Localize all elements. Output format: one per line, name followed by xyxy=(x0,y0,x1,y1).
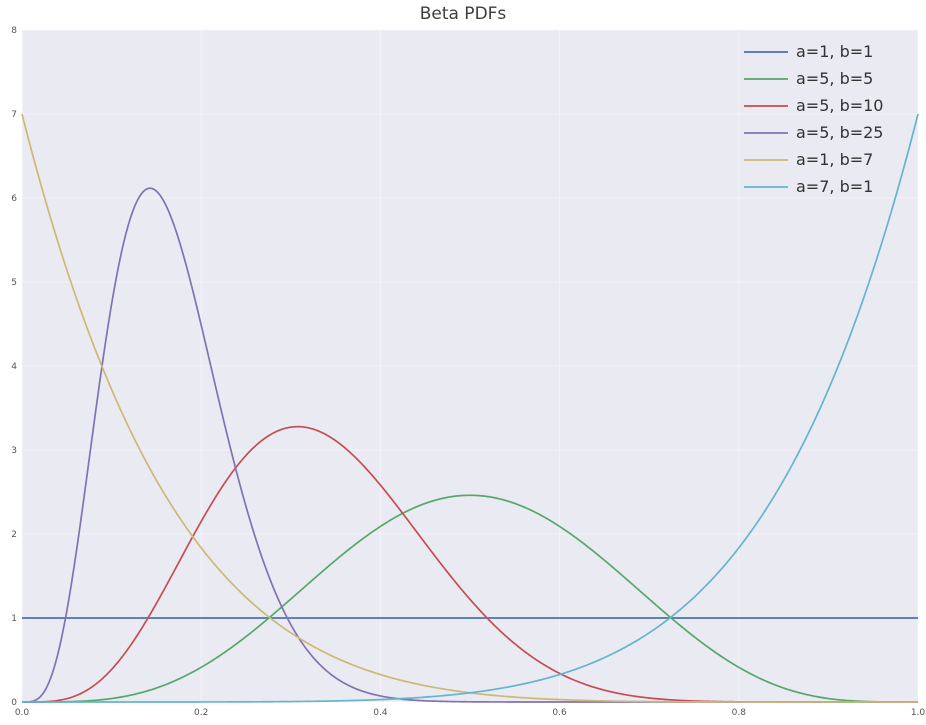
x-tick-label: 0.8 xyxy=(732,708,747,718)
series-line-a5-b5 xyxy=(22,494,918,703)
y-tick-label: 4 xyxy=(11,362,17,372)
axis-tick-labels: 0.0 0.2 0.4 0.6 0.8 1.0 0 1 2 3 4 5 6 7 8 xyxy=(11,26,925,718)
legend-label: a=7, b=1 xyxy=(796,177,873,196)
y-tick-label: 2 xyxy=(11,530,17,540)
y-tick-label: 5 xyxy=(11,278,17,288)
x-tick-label: 0.4 xyxy=(373,708,388,718)
y-tick-label: 7 xyxy=(11,110,17,120)
legend-item: a=5, b=5 xyxy=(744,69,873,88)
legend-item: a=1, b=7 xyxy=(744,150,873,169)
legend-label: a=1, b=7 xyxy=(796,150,873,169)
legend-label: a=5, b=5 xyxy=(796,69,873,88)
legend: a=1, b=1 a=5, b=5 a=5, b=10 a=5, b=25 a=1, b… xyxy=(744,42,883,196)
legend-item: a=1, b=1 xyxy=(744,42,873,61)
y-tick-label: 8 xyxy=(11,26,17,36)
x-tick-label: 0.6 xyxy=(552,708,567,718)
x-tick-label: 1.0 xyxy=(911,708,926,718)
series-lines xyxy=(21,113,919,703)
legend-label: a=1, b=1 xyxy=(796,42,873,61)
y-tick-label: 6 xyxy=(11,194,17,204)
chart-title: Beta PDFs xyxy=(420,4,507,24)
legend-item: a=5, b=25 xyxy=(744,123,883,142)
legend-label: a=5, b=25 xyxy=(796,123,883,142)
plot-background xyxy=(22,30,918,702)
legend-label: a=5, b=10 xyxy=(796,96,883,115)
series-line-a7-b1 xyxy=(22,113,919,703)
x-tick-label: 0.2 xyxy=(194,708,208,718)
y-tick-label: 0 xyxy=(11,698,17,708)
y-tick-label: 3 xyxy=(11,446,17,456)
legend-item: a=5, b=10 xyxy=(744,96,883,115)
legend-item: a=7, b=1 xyxy=(744,177,873,196)
x-tick-label: 0.0 xyxy=(15,708,30,718)
y-tick-label: 1 xyxy=(11,614,17,624)
